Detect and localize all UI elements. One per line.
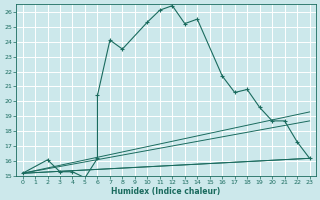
X-axis label: Humidex (Indice chaleur): Humidex (Indice chaleur) bbox=[111, 187, 221, 196]
